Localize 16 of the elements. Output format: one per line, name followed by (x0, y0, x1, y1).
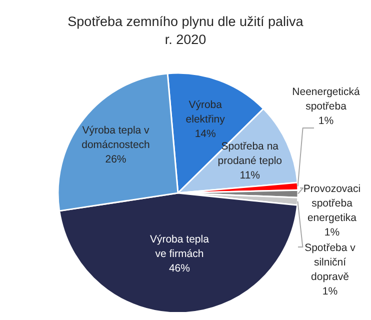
data-label: 11% (240, 169, 260, 182)
chart-subtitle: r. 2020 (164, 32, 206, 47)
slice-label: Výroba elektřiny (186, 99, 226, 126)
slice-label: Spotřeba v silniční dopravě (304, 242, 356, 283)
data-label: 1% (318, 115, 334, 127)
slice-label: Spotřeba na prodané teplo (218, 140, 282, 167)
slice-label: Výroba tepla ve firmách (150, 233, 210, 260)
data-label: 46% (168, 262, 190, 274)
slice-label: Neenergetická spotřeba (292, 86, 360, 112)
data-label: 1% (322, 286, 338, 298)
slice-label: Provozovaci spotřeba energetika (303, 183, 361, 224)
data-label: 1% (324, 226, 340, 238)
chart-title: Spotřeba zemního plynu dle užití paliva (68, 14, 304, 29)
data-label: 26% (105, 154, 126, 166)
data-label: 14% (194, 128, 216, 140)
slice-label: Výroba tepla v domácnostech (82, 124, 150, 152)
